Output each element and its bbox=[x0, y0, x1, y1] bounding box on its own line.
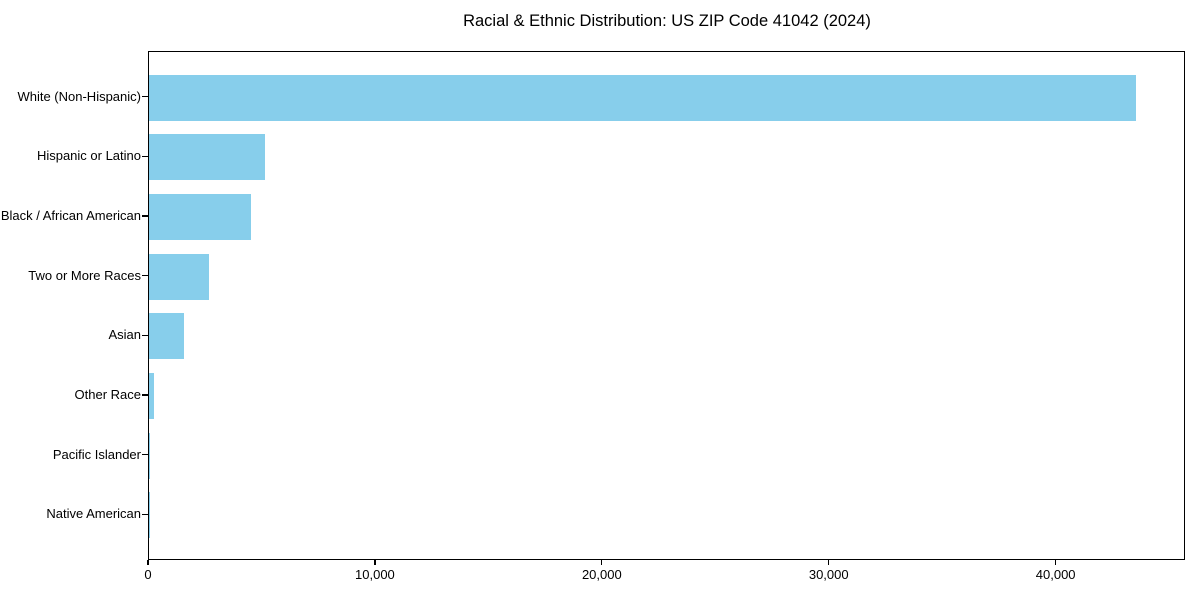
y-tick-label: Two or More Races bbox=[28, 267, 141, 283]
y-axis-tick bbox=[142, 155, 148, 157]
y-tick-label: White (Non-Hispanic) bbox=[17, 88, 141, 104]
bar-two-or-more-races bbox=[149, 253, 210, 300]
y-tick-label: Native American bbox=[46, 506, 141, 522]
bar-pacific-islander bbox=[149, 432, 150, 479]
x-tick-label: 20,000 bbox=[581, 567, 622, 582]
x-tick-label: 0 bbox=[144, 567, 152, 582]
y-tick-label: Hispanic or Latino bbox=[36, 148, 141, 164]
y-axis-tick bbox=[142, 454, 148, 456]
y-axis-tick bbox=[142, 394, 148, 396]
y-axis-tick bbox=[142, 334, 148, 336]
x-axis-tick bbox=[374, 560, 376, 565]
y-tick-label: Black / African American bbox=[0, 207, 141, 223]
bar-asian bbox=[149, 313, 185, 360]
y-tick-label: Pacific Islander bbox=[52, 446, 141, 462]
x-axis-tick bbox=[828, 560, 830, 565]
y-axis-tick bbox=[142, 95, 148, 98]
chart-title: Racial & Ethnic Distribution: US ZIP Cod… bbox=[463, 12, 871, 30]
x-axis-tick bbox=[147, 560, 149, 565]
x-tick-label: 40,000 bbox=[1035, 567, 1076, 582]
x-tick-label: 10,000 bbox=[355, 567, 395, 582]
y-tick-label: Other Race bbox=[74, 387, 141, 403]
bar-black-african-american bbox=[149, 193, 252, 240]
x-axis-tick bbox=[601, 560, 603, 565]
y-tick-label: Asian bbox=[108, 327, 141, 343]
y-axis-tick bbox=[142, 513, 148, 516]
y-axis-tick bbox=[142, 275, 148, 277]
y-axis-tick bbox=[142, 215, 148, 217]
bar-hispanic-or-latino bbox=[149, 134, 265, 181]
x-tick-label: 30,000 bbox=[808, 567, 849, 582]
plot-area bbox=[148, 51, 1185, 560]
bar-other-race bbox=[149, 373, 154, 420]
bar-white-non-hispanic bbox=[149, 74, 1137, 121]
x-axis-tick bbox=[1055, 560, 1057, 565]
